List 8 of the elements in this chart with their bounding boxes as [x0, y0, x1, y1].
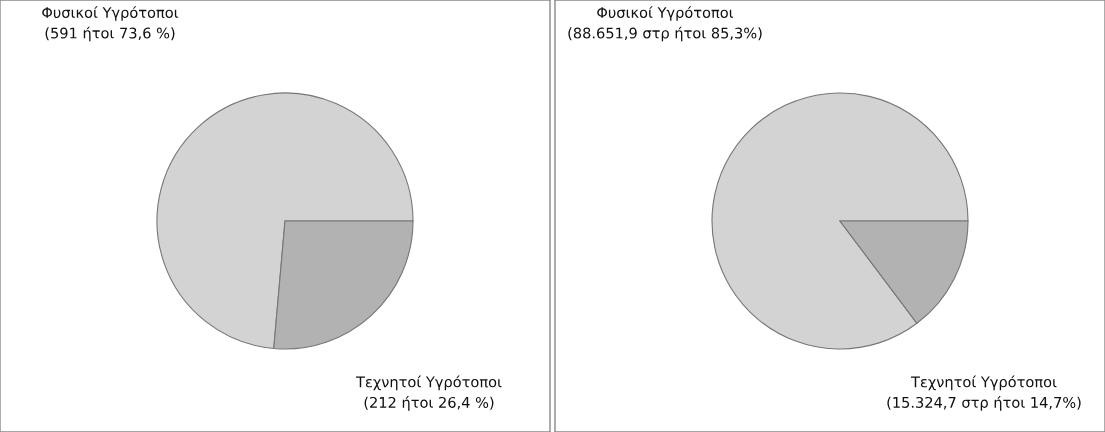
slice-label: Τεχνητοί Υγρότοποι — [355, 375, 502, 391]
data-label: (88.651,9 στρ ήτοι 85,3%) — [568, 26, 762, 42]
data-label: (212 ήτοι 26,4 %) — [364, 396, 494, 411]
slice-label: Φυσικοί Υγρότοποι — [42, 6, 179, 21]
slice-label: Τεχνητοί Υγρότοποι — [910, 375, 1057, 391]
data-label: (15.324,7 στρ ήτοι 14,7%) — [887, 396, 1081, 411]
slice-label: Φυσικοί Υγρότοποι — [597, 6, 734, 21]
data-label: (591 ήτοι 73,6 %) — [45, 26, 175, 42]
